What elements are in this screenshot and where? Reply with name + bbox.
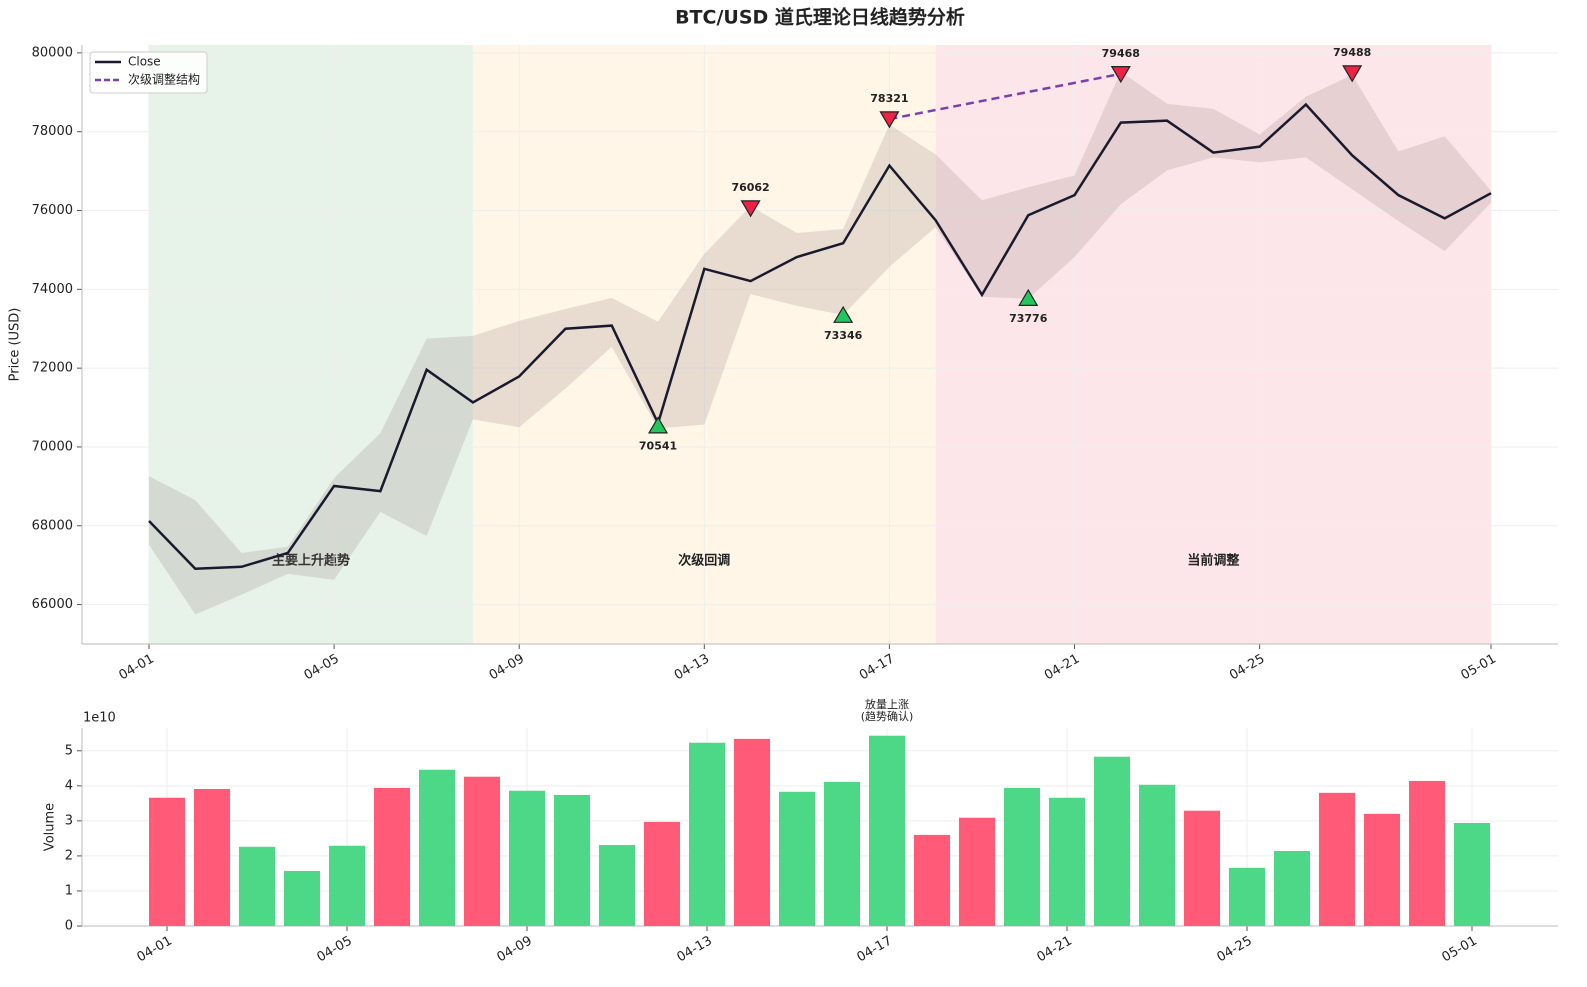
x-tick-label: 05-01	[1440, 934, 1480, 966]
x-tick-label: 04-05	[315, 934, 355, 966]
high-marker	[1110, 66, 1131, 84]
volume-bar	[1229, 867, 1265, 926]
high-label: 78321	[870, 92, 908, 105]
volume-bar	[149, 797, 185, 926]
volume-bar	[509, 790, 545, 926]
volume-bar	[644, 821, 680, 926]
x-tick-label: 05-01	[1459, 652, 1499, 684]
legend-label: 次级调整结构	[128, 72, 200, 87]
x-tick-label: 04-25	[1227, 652, 1267, 684]
high-label: 79468	[1102, 47, 1140, 60]
annotation: (趋势确认)	[861, 710, 914, 723]
region	[149, 45, 473, 644]
y-tick-label: 70000	[32, 439, 73, 454]
volume-bar	[284, 870, 320, 926]
y-tick-label: 72000	[32, 361, 73, 376]
x-tick-label: 04-01	[117, 652, 157, 684]
price-band	[149, 71, 1491, 615]
low-marker	[647, 416, 669, 434]
x-tick-label: 04-25	[1215, 934, 1255, 966]
low-marker	[833, 305, 854, 323]
x-tick-label: 04-13	[675, 934, 715, 966]
high-label: 79488	[1333, 46, 1371, 59]
volume-bar	[959, 817, 995, 926]
x-tick-label: 04-21	[1042, 652, 1082, 684]
volume-bar	[329, 845, 365, 926]
volume-bar	[1364, 813, 1400, 926]
volume-bar	[1094, 756, 1130, 926]
low-label: 73346	[824, 329, 863, 342]
y-tick-label: 74000	[32, 282, 73, 297]
close-line	[148, 102, 1492, 571]
x-tick-label: 04-13	[672, 652, 712, 684]
volume-bar	[734, 738, 770, 926]
volume-bar	[1004, 787, 1040, 926]
y-tick-label: 1	[65, 883, 73, 898]
volume-bar	[779, 791, 815, 926]
y-tick-label: 5	[65, 743, 73, 758]
volume-bar	[1319, 792, 1355, 926]
volume-bar	[374, 787, 410, 926]
volume-bar	[824, 781, 860, 926]
volume-bar	[914, 834, 950, 926]
high-marker	[1342, 65, 1363, 83]
y-tick-label: 78000	[32, 124, 73, 139]
x-tick-label: 04-09	[487, 652, 527, 684]
x-tick-label: 04-17	[855, 934, 895, 966]
x-tick-label: 04-21	[1035, 934, 1075, 966]
volume-bar	[239, 846, 275, 926]
volume-bar	[1139, 784, 1175, 926]
volume-bar	[599, 845, 635, 926]
high-marker	[740, 200, 761, 218]
volume-bar	[1184, 810, 1220, 926]
legend-label: Close	[128, 55, 161, 69]
region-label: 当前调整	[1187, 553, 1240, 569]
volume-bar	[869, 735, 905, 926]
volume-bar	[194, 788, 230, 926]
volume-bar	[689, 742, 725, 926]
volume-bar	[1049, 797, 1085, 926]
x-tick-label: 04-09	[495, 934, 535, 966]
volume-bar	[1409, 780, 1445, 926]
low-label: 73776	[1009, 312, 1048, 325]
annotation: 放量上涨	[865, 697, 909, 711]
volume-bar	[1274, 851, 1310, 926]
y-tick-label: 68000	[32, 518, 73, 533]
volume-bar	[419, 769, 455, 926]
y-tick-label: 2	[65, 848, 73, 863]
y-tick-label: 66000	[32, 597, 73, 612]
low-label: 70541	[639, 440, 677, 453]
volume-bar	[464, 776, 500, 926]
y-tick-label: 3	[65, 813, 73, 828]
y-tick-label: 4	[65, 778, 73, 793]
x-tick-label: 04-05	[302, 652, 342, 684]
scale-label: 1e10	[83, 711, 116, 726]
region	[935, 45, 1491, 644]
y-tick-label: 76000	[32, 203, 73, 218]
y-tick-label: 80000	[32, 45, 73, 60]
volume-bar	[1454, 822, 1490, 926]
volume-bar	[554, 794, 590, 926]
high-label: 76062	[731, 181, 769, 194]
high-marker	[879, 111, 900, 129]
y-axis-label: Price (USD)	[8, 308, 23, 382]
x-tick-label: 04-17	[857, 652, 897, 684]
y-axis-label: Volume	[43, 803, 58, 851]
region-label: 主要上升趋势	[272, 553, 350, 569]
y-tick-label: 0	[65, 919, 73, 934]
x-tick-label: 04-01	[135, 934, 175, 966]
structure-line	[889, 72, 1122, 121]
low-marker	[1018, 288, 1039, 306]
chart-title: BTC/USD 道氏理论日线趋势分析	[675, 6, 965, 29]
